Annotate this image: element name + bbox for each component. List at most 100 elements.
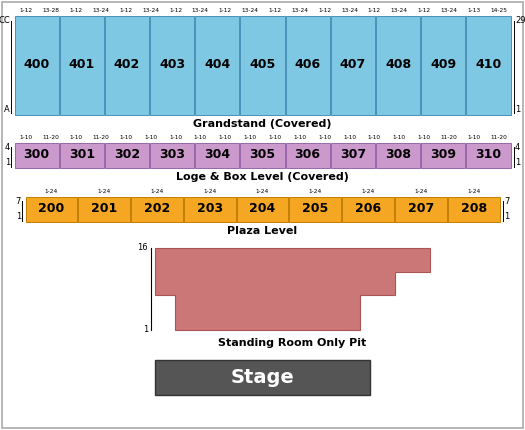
Bar xyxy=(105,142,149,168)
Text: Standing Room Only Pit: Standing Room Only Pit xyxy=(218,338,366,348)
Bar xyxy=(60,15,104,114)
Text: 1: 1 xyxy=(16,212,21,221)
Text: 301: 301 xyxy=(69,148,95,162)
Text: 1-10: 1-10 xyxy=(119,135,132,140)
Text: 1-10: 1-10 xyxy=(393,135,406,140)
Text: 1-10: 1-10 xyxy=(268,135,281,140)
Text: 1-12: 1-12 xyxy=(318,8,331,13)
Text: 403: 403 xyxy=(159,58,185,71)
Text: 11-20: 11-20 xyxy=(43,135,60,140)
Text: 400: 400 xyxy=(24,58,50,71)
Text: 1-10: 1-10 xyxy=(20,135,33,140)
Text: 1-10: 1-10 xyxy=(467,135,480,140)
Text: 13-24: 13-24 xyxy=(341,8,358,13)
Text: 1-12: 1-12 xyxy=(417,8,430,13)
Bar xyxy=(421,15,465,114)
Text: 408: 408 xyxy=(385,58,411,71)
Text: 1-12: 1-12 xyxy=(169,8,182,13)
Bar xyxy=(331,142,375,168)
Bar xyxy=(131,197,183,221)
Bar xyxy=(195,15,239,114)
Text: 1-24: 1-24 xyxy=(45,189,58,194)
Text: 309: 309 xyxy=(430,148,456,162)
Text: 1: 1 xyxy=(143,326,148,335)
Text: 1-10: 1-10 xyxy=(194,135,207,140)
Text: 13-24: 13-24 xyxy=(291,8,308,13)
Text: 307: 307 xyxy=(340,148,366,162)
Text: 310: 310 xyxy=(475,148,501,162)
Text: 1-10: 1-10 xyxy=(368,135,381,140)
Text: CC: CC xyxy=(0,16,10,25)
Bar xyxy=(78,197,130,221)
Text: 13-24: 13-24 xyxy=(440,8,457,13)
Bar xyxy=(60,142,104,168)
Text: 205: 205 xyxy=(302,203,329,215)
Bar xyxy=(237,197,288,221)
Text: 206: 206 xyxy=(355,203,381,215)
Text: 302: 302 xyxy=(114,148,140,162)
Text: 304: 304 xyxy=(204,148,230,162)
Text: 203: 203 xyxy=(197,203,223,215)
Text: 409: 409 xyxy=(430,58,456,71)
Bar xyxy=(105,15,149,114)
Text: 303: 303 xyxy=(159,148,185,162)
Text: 306: 306 xyxy=(295,148,321,162)
Text: 13-24: 13-24 xyxy=(242,8,259,13)
Text: 1: 1 xyxy=(504,212,509,221)
Text: 13-24: 13-24 xyxy=(142,8,159,13)
Text: 202: 202 xyxy=(144,203,170,215)
Text: 1-24: 1-24 xyxy=(256,189,269,194)
Text: 14-25: 14-25 xyxy=(490,8,507,13)
Text: 208: 208 xyxy=(460,203,487,215)
Bar xyxy=(466,142,510,168)
Text: 404: 404 xyxy=(204,58,230,71)
Text: 1-24: 1-24 xyxy=(467,189,480,194)
Text: 1-10: 1-10 xyxy=(343,135,356,140)
Bar xyxy=(421,142,465,168)
Text: 407: 407 xyxy=(340,58,366,71)
Text: 11-20: 11-20 xyxy=(440,135,457,140)
Text: 1-10: 1-10 xyxy=(293,135,307,140)
Text: 200: 200 xyxy=(38,203,65,215)
Bar xyxy=(150,15,194,114)
Polygon shape xyxy=(155,248,430,330)
Bar xyxy=(448,197,499,221)
Text: 1-24: 1-24 xyxy=(203,189,216,194)
Bar xyxy=(342,197,394,221)
Text: Grandstand (Covered): Grandstand (Covered) xyxy=(193,119,332,129)
Text: 1-24: 1-24 xyxy=(150,189,164,194)
Bar xyxy=(150,142,194,168)
Text: 7: 7 xyxy=(504,197,509,206)
Bar xyxy=(155,360,370,395)
Text: 1: 1 xyxy=(515,158,520,167)
Text: 1-10: 1-10 xyxy=(219,135,232,140)
Text: 300: 300 xyxy=(24,148,50,162)
Text: 1-10: 1-10 xyxy=(318,135,331,140)
Text: 7: 7 xyxy=(16,197,21,206)
Bar xyxy=(26,197,77,221)
Text: 4: 4 xyxy=(515,143,520,152)
Text: 1-10: 1-10 xyxy=(69,135,83,140)
Text: 1-12: 1-12 xyxy=(69,8,83,13)
Text: 1: 1 xyxy=(5,158,10,167)
Bar xyxy=(289,197,341,221)
Text: Plaza Level: Plaza Level xyxy=(227,226,298,236)
Text: 13-24: 13-24 xyxy=(391,8,408,13)
Text: 1-12: 1-12 xyxy=(20,8,33,13)
Text: 1-24: 1-24 xyxy=(98,189,111,194)
Text: 410: 410 xyxy=(475,58,501,71)
Text: 11-20: 11-20 xyxy=(490,135,507,140)
Text: A: A xyxy=(4,105,10,114)
Bar xyxy=(395,197,447,221)
Bar xyxy=(286,142,330,168)
Text: 4: 4 xyxy=(5,143,10,152)
Bar xyxy=(15,15,59,114)
Text: 1-10: 1-10 xyxy=(169,135,182,140)
Text: Loge & Box Level (Covered): Loge & Box Level (Covered) xyxy=(176,172,349,182)
Bar xyxy=(184,197,236,221)
Text: 401: 401 xyxy=(69,58,95,71)
Text: 1-12: 1-12 xyxy=(119,8,132,13)
Bar xyxy=(376,142,420,168)
Text: 1-10: 1-10 xyxy=(144,135,158,140)
Text: 16: 16 xyxy=(138,243,148,252)
